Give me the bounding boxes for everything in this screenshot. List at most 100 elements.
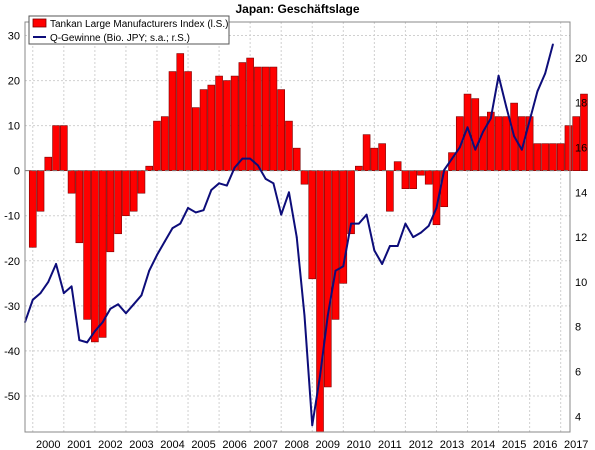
y-right-tick-label: 14 (575, 187, 587, 199)
line-point (482, 130, 484, 133)
line-point (179, 222, 182, 225)
y-right-tick-label: 8 (575, 322, 581, 334)
bar (168, 71, 177, 171)
line-point (210, 189, 213, 191)
line-point (93, 330, 96, 333)
line-point (412, 236, 415, 238)
x-tick-label: 2014 (471, 439, 495, 450)
plot-frame (24, 21, 571, 433)
bar (277, 89, 285, 171)
bar (440, 170, 449, 208)
axes: 3020100-10-20-30-40-50201816141210864200… (4, 31, 588, 450)
bar (75, 170, 84, 244)
bar (479, 116, 487, 171)
bar (36, 170, 45, 212)
y-left-tick-label: -40 (4, 346, 20, 358)
bar (323, 170, 332, 388)
bar (122, 170, 130, 217)
bar (355, 165, 363, 171)
bar (424, 170, 433, 185)
line-point (39, 292, 42, 294)
bar (502, 116, 511, 171)
bar (246, 57, 254, 171)
line-point (544, 72, 547, 75)
line-point (381, 263, 384, 265)
y-left-tick-label: 10 (8, 121, 20, 133)
bar (106, 170, 115, 253)
bar (393, 161, 402, 171)
y-right-tick-label: 12 (575, 232, 587, 244)
bar (230, 75, 239, 171)
line-point (451, 157, 453, 160)
line-point (513, 135, 516, 138)
bar (347, 170, 355, 235)
y-right-tick-label: 20 (575, 53, 587, 65)
line-point (497, 74, 500, 77)
x-tick-label: 2000 (36, 439, 60, 450)
x-tick-label: 2004 (160, 439, 184, 450)
line-point (520, 148, 523, 151)
x-tick-label: 2013 (440, 439, 464, 450)
line-point (396, 245, 399, 247)
line-point (435, 207, 438, 209)
line-point (163, 240, 166, 243)
line-point (326, 314, 329, 317)
x-tick-label: 2007 (253, 439, 277, 450)
bar-series (28, 53, 588, 433)
line-point (311, 424, 314, 427)
bar (153, 120, 161, 171)
bar (269, 66, 278, 171)
bar (285, 120, 293, 171)
bar (533, 143, 542, 171)
y-right-tick-label: 18 (575, 98, 587, 110)
bar (28, 170, 37, 248)
bar (114, 170, 122, 235)
bar (199, 89, 208, 171)
line-point (70, 285, 73, 288)
y-left-tick-label: -20 (4, 256, 20, 268)
bar (192, 107, 200, 171)
legend-line-label: Q-Gewinne (Bio. JPY; s.a.; r.S.) (50, 33, 190, 44)
line-point (404, 222, 407, 225)
legend-bar-swatch (32, 18, 47, 28)
y-left-tick-label: -10 (4, 211, 20, 223)
bar (292, 147, 301, 171)
line-point (202, 209, 205, 212)
bar (541, 143, 549, 171)
line-point (365, 213, 368, 216)
line-point (194, 211, 197, 214)
bar (83, 170, 91, 320)
line-point (78, 339, 81, 342)
bar (137, 170, 146, 194)
line-point (280, 213, 283, 216)
bar (556, 143, 565, 171)
line-point (350, 222, 352, 225)
bar (176, 53, 185, 171)
bar (223, 80, 231, 171)
x-tick-label: 2017 (564, 439, 588, 450)
bar (60, 125, 68, 171)
line-point (249, 157, 252, 160)
line-point (288, 191, 290, 194)
bar (308, 170, 317, 280)
y-left-tick-label: 30 (8, 31, 20, 43)
bar (160, 116, 169, 171)
bar (331, 170, 340, 320)
bar (378, 143, 386, 171)
line-point (241, 157, 244, 160)
legend: Tankan Large Manufacturers Index (l.S.) … (28, 15, 230, 45)
x-tick-label: 2001 (67, 439, 91, 450)
line-point (272, 182, 275, 185)
x-tick-label: 2005 (191, 439, 215, 450)
y-right-tick-label: 10 (575, 277, 587, 289)
bar (580, 93, 588, 171)
line-point (225, 184, 228, 187)
line-point (334, 269, 337, 272)
x-tick-label: 2008 (284, 439, 308, 450)
bar (432, 170, 441, 226)
line-point (125, 312, 127, 315)
line-point (31, 298, 34, 301)
line-point (342, 265, 345, 268)
bar (386, 170, 394, 212)
